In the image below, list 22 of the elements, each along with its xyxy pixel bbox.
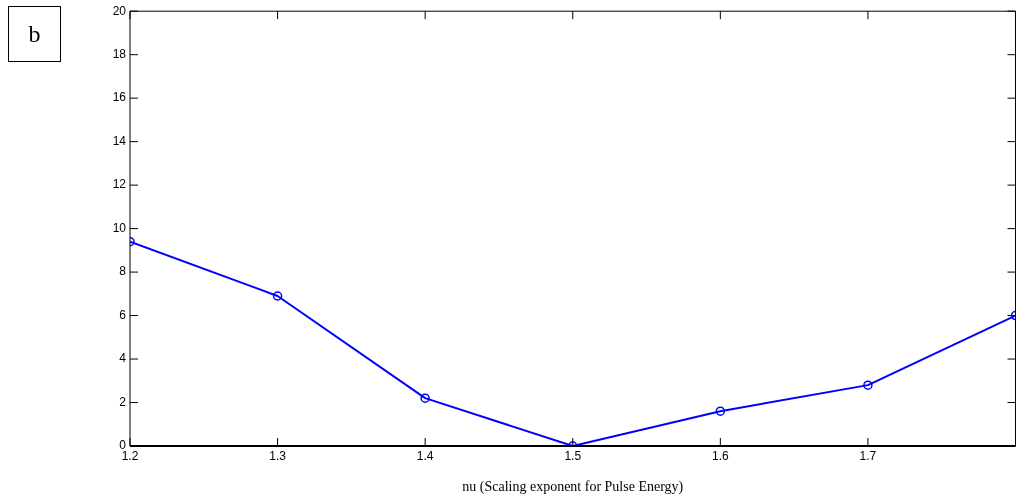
y-tick-label: 8 <box>119 264 127 279</box>
point <box>863 380 873 390</box>
x-tick-label: 1.6 <box>711 448 729 463</box>
y-tick-label: 16 <box>112 90 127 105</box>
x-tick-label: 1.3 <box>269 448 287 463</box>
x-tick-label: 1.7 <box>859 448 877 463</box>
point <box>420 393 430 403</box>
x-axis-title: nu (Scaling exponent for Pulse Energy) <box>462 479 684 496</box>
point <box>272 291 283 301</box>
text: b <box>8 6 61 62</box>
y-tick-label: 2 <box>119 394 127 409</box>
y-tick-label: 14 <box>112 133 127 148</box>
y-tick-label: 10 <box>112 220 127 235</box>
y-tick-label: 6 <box>119 307 127 322</box>
y-tick-label: 20 <box>112 3 127 18</box>
y-tick-label: 12 <box>112 177 127 192</box>
x-tick-label: 1.2 <box>121 448 139 463</box>
y-tick-label: 18 <box>112 46 127 61</box>
point <box>715 406 726 416</box>
y-tick-label: 4 <box>119 351 127 366</box>
x-tick-label: 1.4 <box>416 448 434 463</box>
x-tick-label: 1.5 <box>564 448 582 463</box>
